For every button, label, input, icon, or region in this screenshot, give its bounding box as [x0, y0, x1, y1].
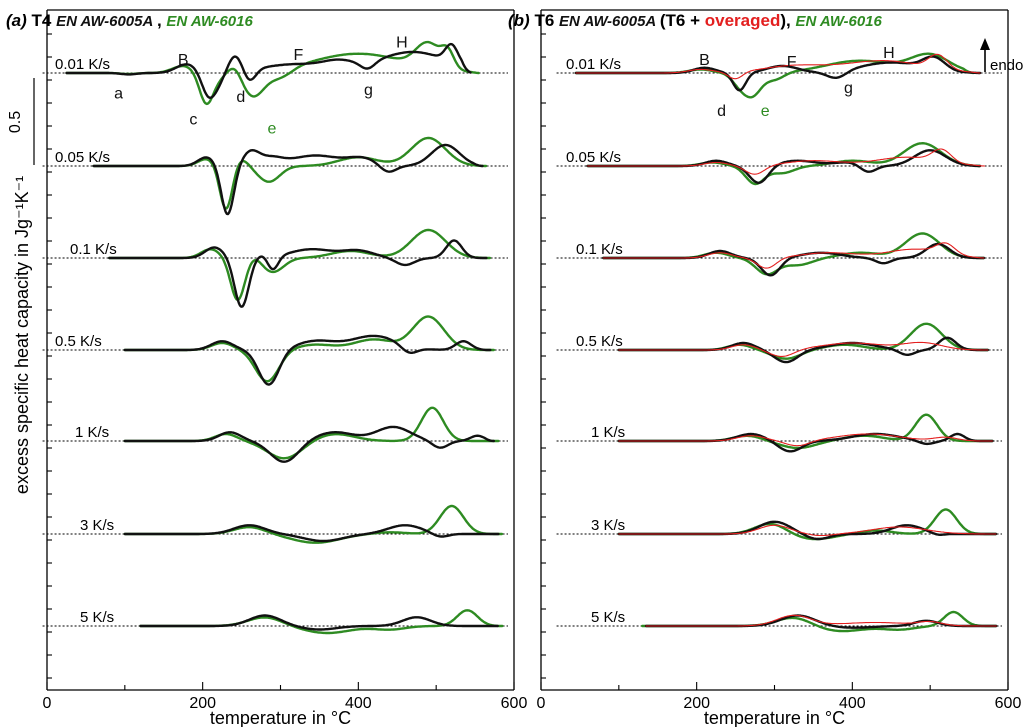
curve-green-row2	[602, 232, 986, 276]
overaged-label: overaged	[705, 11, 781, 30]
annotation-H: H	[396, 35, 408, 52]
curve-green-row1	[92, 136, 488, 210]
rate-label: 1 K/s	[75, 424, 109, 441]
rate-label: 0.01 K/s	[55, 56, 110, 73]
scale-bar-label: 0.5	[7, 111, 24, 133]
x-tick-label: 0	[537, 695, 546, 712]
panel-b: 0 200 400 600 temperature in °C (b) T6 EN AW-…	[508, 9, 1022, 727]
curve-black-row4	[123, 425, 495, 463]
rate-label: 1 K/s	[591, 424, 625, 441]
curve-black-row5	[123, 524, 500, 543]
curve-black-row2	[108, 239, 488, 308]
x-axis-title: temperature in °C	[210, 708, 351, 727]
curve-black-row5	[617, 520, 998, 541]
panel-title: (b) T6 EN AW-6005A (T6 + overaged), EN A…	[508, 11, 883, 30]
rate-label: 0.5 K/s	[576, 333, 623, 350]
x-tick-label: 0	[43, 695, 52, 712]
annotation-e: e	[267, 120, 276, 137]
rate-label: 3 K/s	[591, 517, 625, 534]
panel-letter: (b)	[508, 11, 534, 30]
alloy-6016-label: EN AW-6016	[795, 13, 882, 30]
curve-black-row6	[139, 614, 499, 631]
panel-state: T4	[32, 11, 57, 30]
x-axis-title: temperature in °C	[704, 708, 845, 727]
x-tick-label: 400	[839, 695, 866, 712]
alloy-6016-label: EN AW-6016	[166, 13, 253, 30]
title-separator: ,	[157, 11, 166, 30]
x-tick-label: 200	[189, 695, 216, 712]
scale-bar: 0.5	[7, 78, 35, 165]
annotation-F: F	[787, 54, 797, 71]
curve-red-row2	[602, 242, 985, 269]
panel-letter: (a)	[6, 11, 32, 30]
curve-black-row0	[65, 42, 472, 99]
panel-state: T6	[534, 11, 559, 30]
panel-a: 0 200 400 600 temperature in °C (a) T4 EN AW-…	[6, 9, 528, 727]
rate-label: 3 K/s	[80, 517, 114, 534]
curve-red-row5	[618, 524, 997, 537]
annotation-B: B	[699, 52, 710, 69]
x-tick-label: 200	[683, 695, 710, 712]
x-tick-label: 600	[995, 695, 1022, 712]
annotation-d: d	[236, 89, 245, 106]
curve-red-row1	[587, 148, 986, 175]
curve-black-row1	[92, 143, 484, 216]
endo-indicator: endo	[980, 38, 1023, 74]
rate-label: 5 K/s	[591, 609, 625, 626]
y-axis-title: excess specific heat capacity in Jg⁻¹K⁻¹	[12, 176, 32, 494]
curve-red-row0	[575, 53, 981, 80]
annotation-H: H	[883, 45, 895, 62]
rate-label: 5 K/s	[80, 609, 114, 626]
rate-label: 0.1 K/s	[576, 241, 623, 258]
annotation-e: e	[761, 103, 770, 120]
annotation-d: d	[717, 103, 726, 120]
annotation-c: c	[189, 112, 197, 129]
annotation-F: F	[294, 47, 304, 64]
annotation-g: g	[844, 80, 853, 97]
rate-label: 0.1 K/s	[70, 241, 117, 258]
alloy-6005a-label: EN AW-6005A	[56, 13, 157, 30]
rate-label: 0.05 K/s	[55, 149, 110, 166]
title-paren-close: ),	[780, 11, 795, 30]
annotation-a: a	[114, 85, 123, 102]
alloy-6005a-label: EN AW-6005A	[559, 13, 660, 30]
curve-red-row3	[618, 341, 989, 357]
endo-arrow-icon	[980, 38, 990, 50]
curve-green-row0	[574, 52, 975, 99]
curve-black-row4	[617, 432, 994, 453]
x-tick-label: 600	[501, 695, 528, 712]
title-paren-open: (T6 +	[660, 11, 705, 30]
endo-label: endo	[990, 57, 1023, 74]
rate-label: 0.05 K/s	[566, 149, 621, 166]
curve-black-row3	[123, 334, 492, 386]
curve-green-row4	[123, 406, 500, 460]
rate-label: 0.01 K/s	[566, 56, 621, 73]
curve-green-row2	[108, 228, 492, 302]
curve-red-row4	[618, 433, 993, 447]
annotation-g: g	[364, 82, 373, 99]
curve-red-row6	[645, 614, 997, 627]
x-tick-label: 400	[345, 695, 372, 712]
annotation-B: B	[178, 52, 189, 69]
rate-label: 0.5 K/s	[55, 333, 102, 350]
panel-title: (a) T4 EN AW-6005A , EN AW-6016	[6, 11, 253, 30]
